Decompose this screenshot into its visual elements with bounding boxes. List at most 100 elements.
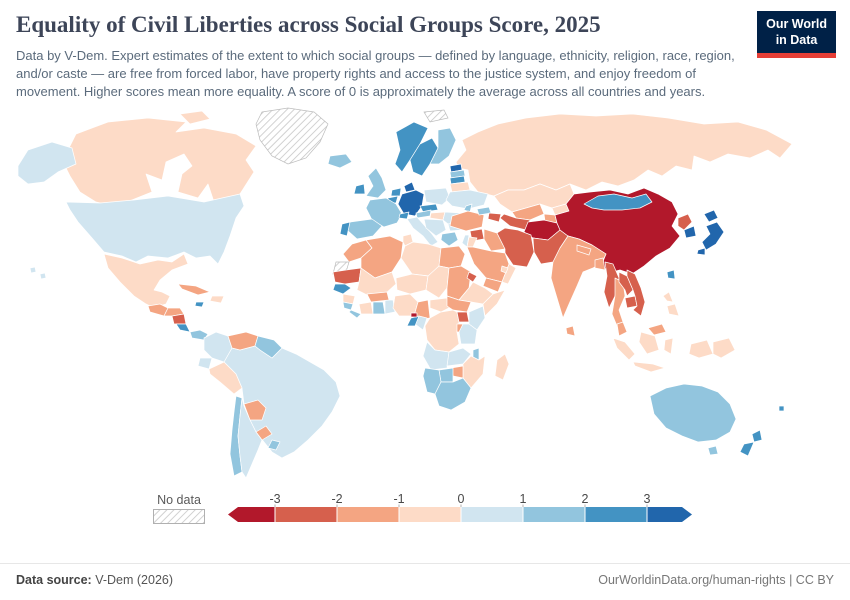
country-united-kingdom[interactable] xyxy=(365,168,387,199)
owid-logo[interactable]: Our World in Data xyxy=(757,11,836,58)
country-equatorial-guinea[interactable] xyxy=(410,313,418,318)
country-cote-divoire[interactable] xyxy=(358,302,374,315)
legend-no-data-swatch[interactable] xyxy=(153,509,205,525)
country-latvia[interactable] xyxy=(449,170,466,179)
country-jordan[interactable] xyxy=(466,237,478,248)
country-canada-arctic-island[interactable] xyxy=(179,111,211,125)
country-myanmar[interactable] xyxy=(603,262,620,309)
country-niger[interactable] xyxy=(395,274,429,295)
country-kenya[interactable] xyxy=(468,306,486,331)
data-source-value[interactable]: V-Dem (2026) xyxy=(91,573,174,587)
legend-bin-0[interactable] xyxy=(275,507,337,523)
country-mongolia[interactable] xyxy=(583,194,653,211)
legend-bin-4[interactable] xyxy=(523,507,585,523)
legend-bin-5[interactable] xyxy=(585,507,647,523)
country-cuba[interactable] xyxy=(177,284,211,296)
country-bangladesh[interactable] xyxy=(594,258,606,271)
country-uruguay[interactable] xyxy=(267,440,281,451)
legend-no-data[interactable]: No data xyxy=(150,493,208,529)
legend-arrow-above-max[interactable] xyxy=(647,507,692,523)
country-north-korea[interactable] xyxy=(677,214,693,231)
country-greece[interactable] xyxy=(440,232,459,247)
country-austria[interactable] xyxy=(415,210,432,219)
country-philippines[interactable] xyxy=(662,292,680,317)
country-dr-congo[interactable] xyxy=(424,310,460,353)
credit-line[interactable]: OurWorldinData.org/human-rights | CC BY xyxy=(598,573,834,587)
country-senegal[interactable] xyxy=(332,284,352,295)
country-zambia[interactable] xyxy=(446,348,472,367)
country-united-states-hawaii[interactable] xyxy=(29,267,47,280)
country-angola[interactable] xyxy=(422,342,450,371)
country-india[interactable] xyxy=(550,236,607,319)
country-spain[interactable] xyxy=(346,219,383,240)
country-south-africa[interactable] xyxy=(434,378,472,411)
country-mexico[interactable] xyxy=(103,254,189,309)
country-botswana[interactable] xyxy=(438,368,454,383)
country-jamaica[interactable] xyxy=(194,302,205,308)
country-liberia[interactable] xyxy=(348,310,362,319)
country-iraq[interactable] xyxy=(483,229,506,252)
country-united-states-alaska[interactable] xyxy=(17,142,77,185)
country-svalbard[interactable] xyxy=(423,110,449,123)
country-united-states[interactable] xyxy=(65,194,245,265)
country-mali[interactable] xyxy=(356,268,397,297)
country-australia[interactable] xyxy=(649,384,737,456)
country-nicaragua[interactable] xyxy=(171,314,187,325)
legend-arrow-below-min[interactable] xyxy=(228,507,275,523)
country-peru[interactable] xyxy=(208,362,243,395)
country-france[interactable] xyxy=(365,198,403,228)
country-papua-new-guinea[interactable] xyxy=(712,338,736,359)
country-vietnam[interactable] xyxy=(626,270,646,317)
country-somalia[interactable] xyxy=(482,290,506,317)
legend-bin-3[interactable] xyxy=(461,507,523,523)
country-south-korea[interactable] xyxy=(683,226,697,239)
country-iran[interactable] xyxy=(496,228,535,268)
country-taiwan[interactable] xyxy=(666,270,676,280)
country-togo-benin[interactable] xyxy=(384,300,396,315)
country-ireland[interactable] xyxy=(353,184,366,195)
country-russia[interactable] xyxy=(455,114,793,197)
country-colombia[interactable] xyxy=(203,332,233,363)
country-poland[interactable] xyxy=(423,188,451,206)
legend-tick-label: -1 xyxy=(393,493,404,506)
country-malaysia[interactable] xyxy=(616,322,667,337)
country-ecuador[interactable] xyxy=(197,358,213,370)
country-guyana-suriname[interactable] xyxy=(254,336,283,359)
country-indonesia[interactable] xyxy=(612,332,714,373)
country-netherlands[interactable] xyxy=(390,188,402,197)
country-madagascar[interactable] xyxy=(494,354,510,381)
country-sri-lanka[interactable] xyxy=(565,326,576,337)
country-algeria[interactable] xyxy=(360,236,404,279)
country-ukraine[interactable] xyxy=(445,190,489,210)
country-armenia-azerbaijan[interactable] xyxy=(487,213,502,223)
country-united-arab-emirates[interactable] xyxy=(500,266,509,274)
legend-bin-2[interactable] xyxy=(399,507,461,523)
country-tanzania[interactable] xyxy=(458,324,478,345)
country-hungary[interactable] xyxy=(429,212,446,221)
country-canada[interactable] xyxy=(61,118,257,207)
country-greenland[interactable] xyxy=(255,108,329,165)
country-costa-rica[interactable] xyxy=(175,324,191,333)
country-finland[interactable] xyxy=(429,128,457,165)
country-argentina[interactable] xyxy=(237,398,263,479)
country-oman[interactable] xyxy=(501,264,517,285)
country-sweden[interactable] xyxy=(409,138,439,177)
country-japan[interactable] xyxy=(696,210,725,256)
country-portugal[interactable] xyxy=(339,222,351,237)
country-western-balkans[interactable] xyxy=(423,219,447,237)
country-china[interactable] xyxy=(554,188,681,275)
country-egypt[interactable] xyxy=(438,246,466,269)
country-ghana[interactable] xyxy=(372,302,386,315)
country-nepal[interactable] xyxy=(576,245,592,256)
country-germany[interactable] xyxy=(397,190,425,217)
legend-bin-1[interactable] xyxy=(337,507,399,523)
country-fiji[interactable] xyxy=(778,406,785,412)
country-hispaniola[interactable] xyxy=(209,296,225,304)
country-iceland[interactable] xyxy=(327,154,353,169)
country-czechia[interactable] xyxy=(419,204,439,213)
country-turkey[interactable] xyxy=(449,211,485,232)
chart-header: Equality of Civil Liberties across Socia… xyxy=(0,0,850,100)
country-new-zealand[interactable] xyxy=(739,430,763,457)
country-burkina-faso[interactable] xyxy=(366,292,390,303)
country-uganda[interactable] xyxy=(456,312,470,323)
